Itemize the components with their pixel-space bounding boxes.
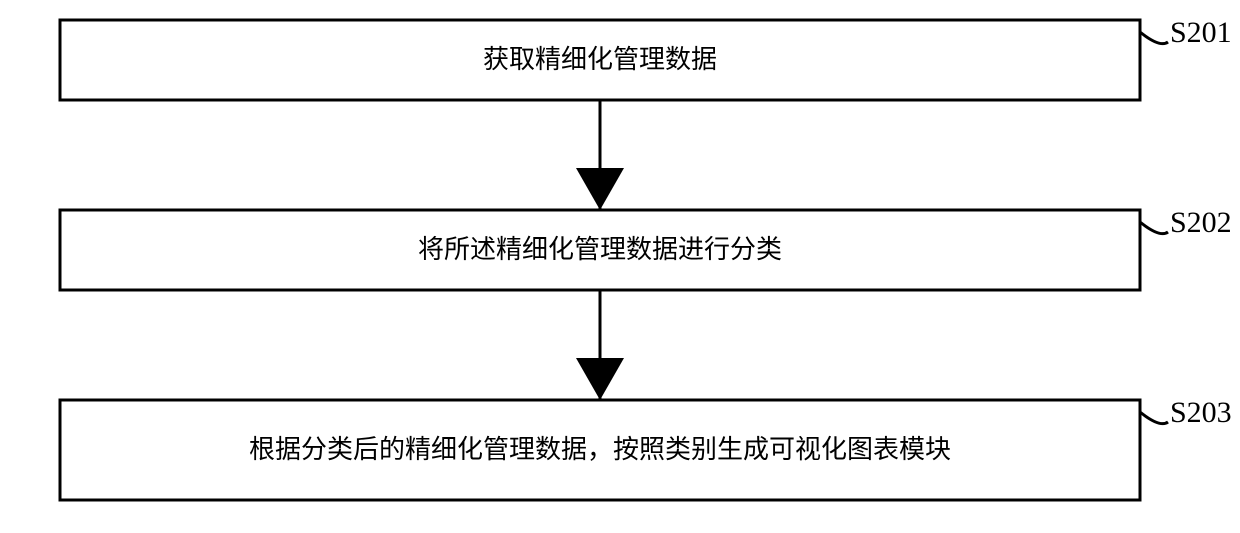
flow-node-n2: 将所述精细化管理数据进行分类	[60, 210, 1140, 290]
flow-node-n3: 根据分类后的精细化管理数据，按照类别生成可视化图表模块	[60, 400, 1140, 500]
step-label-n3: S203	[1170, 396, 1232, 429]
flow-node-label: 将所述精细化管理数据进行分类	[418, 235, 782, 264]
flow-node-label: 根据分类后的精细化管理数据，按照类别生成可视化图表模块	[249, 435, 951, 464]
step-label-n2: S202	[1170, 206, 1232, 239]
flow-node-n1: 获取精细化管理数据	[60, 20, 1140, 100]
flowchart-diagram: 获取精细化管理数据将所述精细化管理数据进行分类根据分类后的精细化管理数据，按照类…	[0, 0, 1240, 533]
connector-brace	[1140, 412, 1168, 424]
connector-brace	[1140, 222, 1168, 234]
step-label-n1: S201	[1170, 16, 1232, 49]
flow-node-label: 获取精细化管理数据	[483, 45, 717, 74]
connector-brace	[1140, 32, 1168, 44]
